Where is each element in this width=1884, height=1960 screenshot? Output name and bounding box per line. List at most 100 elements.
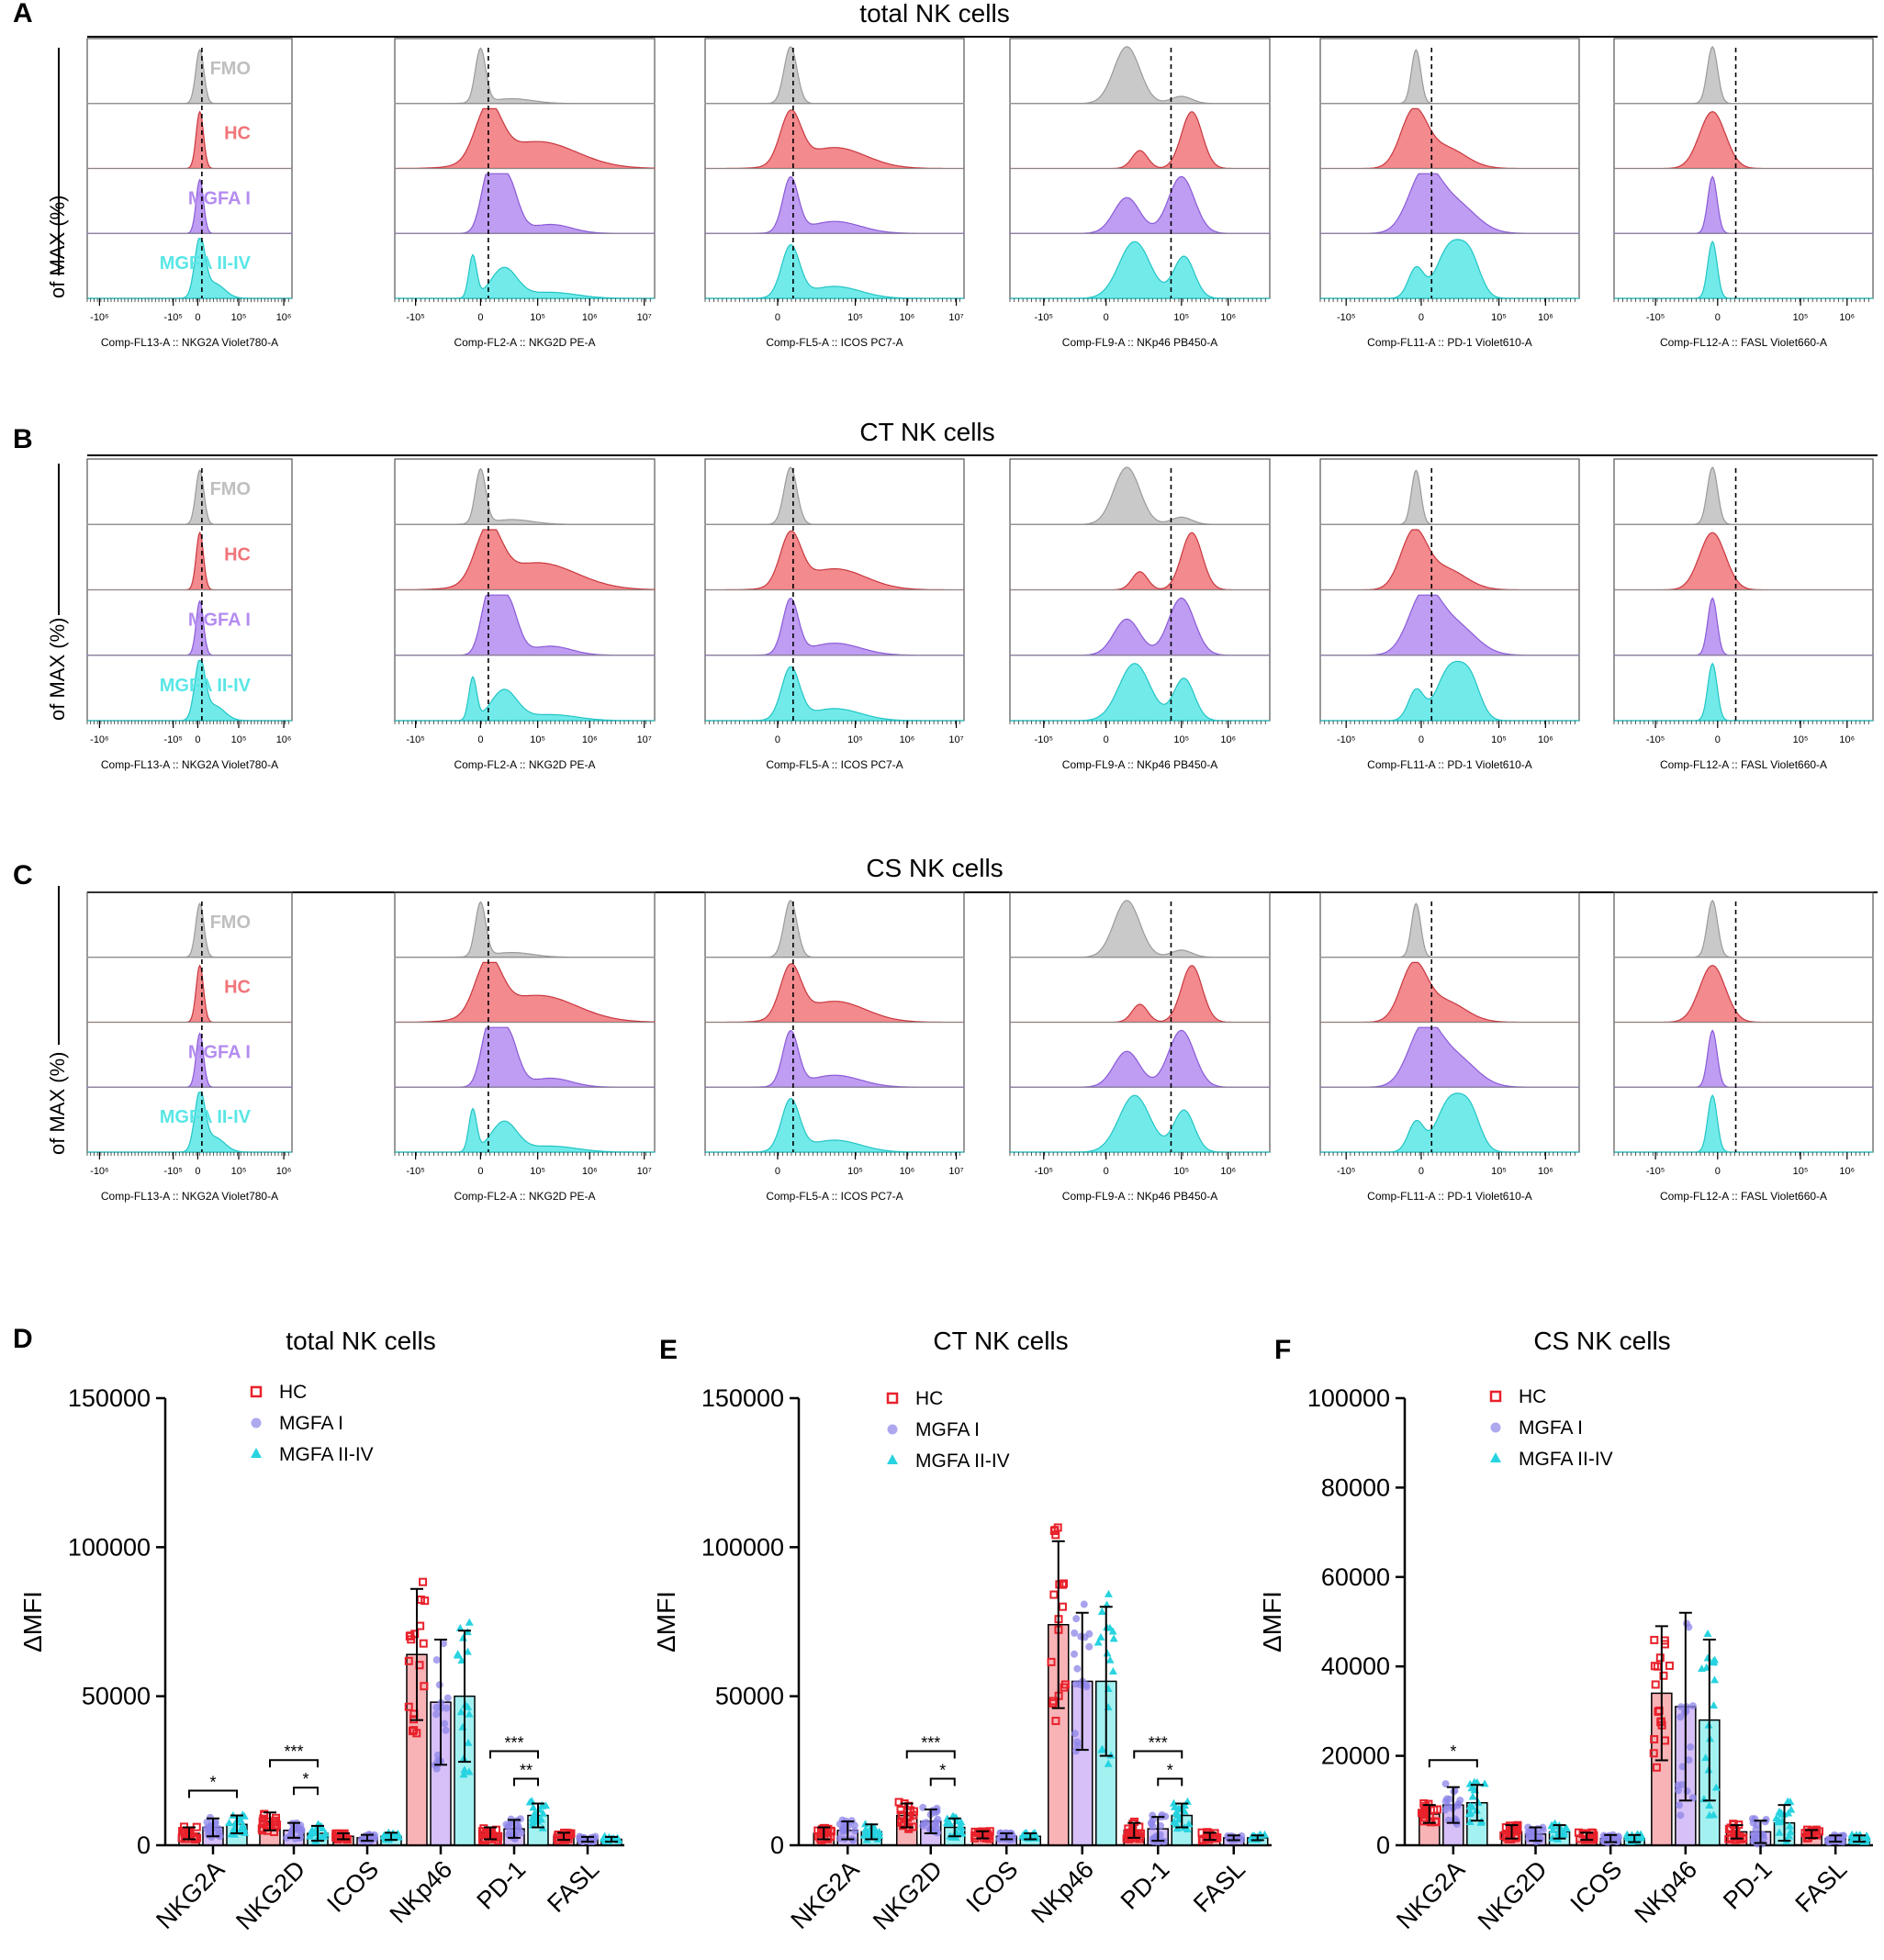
data-point — [416, 1621, 425, 1630]
legend-hc: HC — [1519, 1386, 1546, 1407]
data-point — [205, 1829, 213, 1837]
data-point — [1466, 1809, 1475, 1817]
data-point — [1839, 1831, 1847, 1840]
data-point — [1649, 1749, 1658, 1758]
data-point — [1125, 1828, 1134, 1837]
flow-tick-label: 10⁵ — [1173, 1166, 1189, 1177]
flow-tick-label: -10⁵ — [1646, 1166, 1665, 1177]
data-point — [1655, 1653, 1665, 1663]
histogram-mgfa-ii-iv — [705, 1097, 964, 1153]
flow-panel-a-header: A total NK cells of MAX (%) — [13, 0, 1878, 298]
flow-tick-label: 10⁷ — [948, 1166, 963, 1177]
data-point — [1174, 1810, 1183, 1819]
x-tick-label: FASL — [1789, 1855, 1852, 1918]
data-point — [459, 1770, 468, 1778]
histogram-mgfa-ii-iv — [1614, 1094, 1873, 1153]
histogram-fmo — [704, 46, 965, 105]
histogram-hc — [1320, 961, 1579, 1024]
flow-axis-label: Comp-FL12-A :: FASL Violet660-A — [1660, 336, 1827, 349]
data-point — [1029, 1831, 1038, 1839]
flow-tick-label: 10⁵ — [231, 1166, 247, 1177]
flow-tick-label: 10⁶ — [582, 1166, 598, 1177]
data-point — [1524, 1823, 1532, 1831]
flow-tick-label: 10⁶ — [900, 734, 915, 745]
flow-tick-label: -10⁵ — [1035, 734, 1053, 745]
data-point — [1650, 1735, 1659, 1744]
data-point — [442, 1726, 450, 1734]
data-point — [1688, 1794, 1697, 1802]
legend-marker — [1490, 1422, 1501, 1433]
data-point — [1785, 1821, 1794, 1830]
flow-tick-label: 0 — [477, 734, 483, 745]
legend-mgfa-ii-iv: MGFA II-IV — [279, 1444, 374, 1465]
histogram-hc — [87, 531, 292, 591]
y-tick-label: 50000 — [82, 1683, 151, 1710]
flow-tick-label: 10⁵ — [530, 1166, 545, 1177]
data-point — [1785, 1831, 1794, 1840]
data-point — [1710, 1675, 1720, 1684]
flow-tick-label: 10⁶ — [1220, 312, 1236, 323]
flow-tick-label: 10⁷ — [637, 1166, 652, 1177]
flow-axis-label: Comp-FL5-A :: ICOS PC7-A — [766, 336, 903, 349]
histogram-fmo — [1319, 902, 1580, 958]
legend-marker — [1490, 1452, 1501, 1462]
data-point — [516, 1815, 524, 1823]
flow-tick-label: 0 — [195, 312, 200, 323]
panel-letter-b: B — [13, 424, 33, 454]
data-point — [1678, 1781, 1687, 1789]
flow-axis-label: Comp-FL12-A :: FASL Violet660-A — [1660, 1190, 1827, 1203]
data-point — [1096, 1632, 1105, 1641]
flow-tick-label: 10⁵ — [847, 1166, 863, 1177]
data-point — [1136, 1832, 1145, 1842]
data-point — [840, 1827, 848, 1835]
flow-axis-label: Comp-FL2-A :: NKG2D PE-A — [454, 336, 595, 349]
flow-tick-label: 10⁵ — [847, 312, 863, 323]
flow-tick-label: -10⁵ — [1646, 312, 1665, 323]
data-point — [1676, 1801, 1684, 1809]
flow-tick-label: 10⁶ — [582, 734, 598, 745]
data-point — [1445, 1795, 1453, 1803]
flow-tick-label: 10⁶ — [900, 1166, 915, 1177]
data-point — [460, 1765, 469, 1774]
x-tick-label: ICOS — [961, 1855, 1024, 1918]
data-point — [235, 1815, 244, 1823]
data-point — [1703, 1653, 1712, 1662]
data-point — [1800, 1829, 1810, 1838]
data-point — [909, 1807, 918, 1816]
histogram-mgfa-i — [704, 1029, 965, 1088]
data-point — [409, 1727, 418, 1736]
flow-tick-label: 10⁶ — [276, 734, 292, 745]
flow-tick-label: -10⁵ — [1035, 1166, 1053, 1177]
chart-title: CS NK cells — [1533, 1327, 1670, 1355]
data-point — [404, 1702, 413, 1711]
data-point — [1709, 1810, 1718, 1819]
flow-tick-label: 10⁵ — [847, 734, 863, 745]
data-point — [341, 1833, 350, 1842]
data-point — [933, 1824, 941, 1832]
data-point — [1753, 1820, 1761, 1829]
data-point — [1562, 1824, 1571, 1832]
legend-mgfa-ii-iv: MGFA II-IV — [1519, 1449, 1613, 1470]
panel-letter: D — [13, 1324, 33, 1354]
data-point — [1184, 1820, 1194, 1828]
data-point — [380, 1831, 389, 1840]
data-point — [463, 1647, 472, 1655]
row-label: MGFA II-IV — [160, 253, 252, 274]
significance-bracket — [929, 1777, 956, 1786]
flow-tick-label: 10⁵ — [530, 734, 545, 745]
data-point — [407, 1635, 416, 1644]
histogram-hc — [705, 530, 964, 591]
data-point — [1077, 1632, 1085, 1641]
histogram-hc — [395, 107, 656, 170]
flow-tick-label: 0 — [477, 312, 483, 323]
flow-tick-label: 0 — [1715, 312, 1721, 323]
legend-marker — [1489, 1390, 1502, 1403]
flow-axis-label: Comp-FL13-A :: NKG2A Violet780-A — [101, 1190, 278, 1203]
y-tick-label: 80000 — [1321, 1473, 1390, 1501]
y-tick-label: 150000 — [68, 1384, 151, 1412]
data-point — [1548, 1825, 1557, 1833]
data-point — [225, 1818, 234, 1826]
significance-label: * — [302, 1770, 308, 1788]
histogram-hc — [1010, 965, 1270, 1024]
